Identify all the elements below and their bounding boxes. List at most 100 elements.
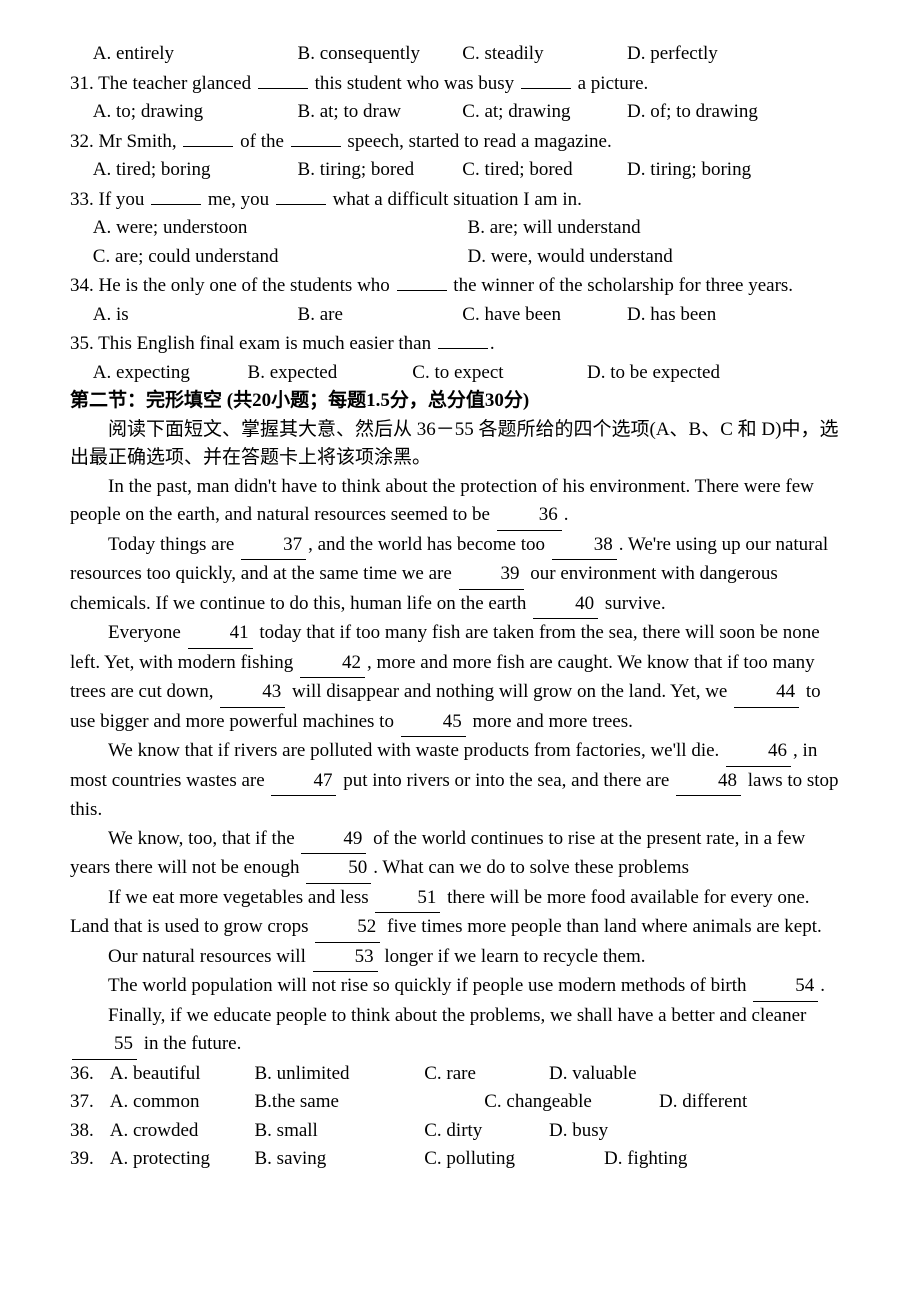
q35-opt-c[interactable]: C. to expect	[412, 359, 582, 388]
blank-55: 55	[72, 1030, 137, 1060]
c37-d[interactable]: D. different	[659, 1088, 747, 1117]
c39-row: 39. A. protecting B. saving C. polluting…	[70, 1145, 850, 1174]
q35-opt-d[interactable]: D. to be expected	[587, 362, 720, 383]
p7-a: Our natural resources will	[108, 946, 311, 967]
section2-title: 第二节：完形填空 (共20小题；每题1.5分，总分值30分)	[70, 387, 850, 416]
p1-a: In the past, man didn't have to think ab…	[70, 476, 814, 526]
q30-opt-b[interactable]: B. consequently	[298, 40, 458, 69]
p9-b: in the future.	[139, 1033, 241, 1054]
q31-opt-d[interactable]: D. of; to drawing	[627, 101, 758, 122]
blank-42: 42	[300, 649, 365, 679]
blank	[521, 69, 571, 89]
p6-a: If we eat more vegetables and less	[108, 887, 373, 908]
q31-opt-c[interactable]: C. at; drawing	[462, 98, 622, 127]
q35-opt-b[interactable]: B. expected	[248, 359, 408, 388]
blank-49: 49	[301, 825, 366, 855]
blank	[438, 329, 488, 349]
blank	[183, 127, 233, 147]
blank-48: 48	[676, 767, 741, 797]
q34-opt-b[interactable]: B. are	[298, 301, 458, 330]
p2-a: Today things are	[108, 534, 239, 555]
q34-stem: 34. He is the only one of the students w…	[70, 271, 850, 301]
q35-text-a: 35. This English final exam is much easi…	[70, 333, 436, 354]
q33-opt-d[interactable]: D. were, would understand	[468, 246, 673, 267]
c36-d[interactable]: D. valuable	[549, 1060, 637, 1089]
q32-opt-c[interactable]: C. tired; bored	[462, 156, 622, 185]
blank	[276, 185, 326, 205]
q31-options: A. to; drawing B. at; to draw C. at; dra…	[70, 98, 850, 127]
c36-b[interactable]: B. unlimited	[255, 1060, 420, 1089]
p5-a: We know, too, that if the	[108, 828, 299, 849]
q33-text-a: 33. If you	[70, 189, 149, 210]
cloze-p6: If we eat more vegetables and less 51 th…	[70, 884, 850, 943]
q30-opt-c[interactable]: C. steadily	[462, 40, 622, 69]
c39-d[interactable]: D. fighting	[604, 1145, 687, 1174]
blank-41: 41	[188, 619, 253, 649]
q33-opt-a[interactable]: A. were; understoon	[93, 214, 463, 243]
p3-a: Everyone	[108, 622, 186, 643]
p8-b: .	[820, 975, 825, 996]
q34-text-b: the winner of the scholarship for three …	[449, 275, 794, 296]
blank-52: 52	[315, 913, 380, 943]
blank-47: 47	[271, 767, 336, 797]
c39-b[interactable]: B. saving	[255, 1145, 420, 1174]
q31-opt-b[interactable]: B. at; to draw	[298, 98, 458, 127]
blank-53: 53	[313, 943, 378, 973]
c37-c[interactable]: C. changeable	[484, 1088, 654, 1117]
c38-a[interactable]: A. crowded	[110, 1117, 250, 1146]
c39-c[interactable]: C. polluting	[424, 1145, 599, 1174]
blank-44: 44	[734, 678, 799, 708]
p5-c: . What can we do to solve these problems	[373, 857, 689, 878]
p4-a: We know that if rivers are polluted with…	[108, 740, 724, 761]
q33-opt-c[interactable]: C. are; could understand	[93, 243, 463, 272]
p9-a: Finally, if we educate people to think a…	[108, 1005, 806, 1026]
blank-43: 43	[220, 678, 285, 708]
q34-opt-d[interactable]: D. has been	[627, 304, 716, 325]
q32-text-b: of the	[235, 131, 288, 152]
q30-opt-a[interactable]: A. entirely	[93, 40, 293, 69]
c37-b[interactable]: B.the same	[255, 1088, 480, 1117]
blank-39: 39	[459, 560, 524, 590]
cloze-p1: In the past, man didn't have to think ab…	[70, 473, 850, 531]
cloze-p4: We know that if rivers are polluted with…	[70, 737, 850, 825]
q32-stem: 32. Mr Smith, of the speech, started to …	[70, 127, 850, 157]
q34-opt-a[interactable]: A. is	[93, 301, 293, 330]
q32-opt-d[interactable]: D. tiring; boring	[627, 159, 751, 180]
c39-a[interactable]: A. protecting	[110, 1145, 250, 1174]
p8-a: The world population will not rise so qu…	[108, 975, 751, 996]
cloze-p7: Our natural resources will 53 longer if …	[70, 943, 850, 973]
q32-text-c: speech, started to read a magazine.	[343, 131, 612, 152]
q32-opt-b[interactable]: B. tiring; bored	[298, 156, 458, 185]
p3-f: more and more trees.	[468, 711, 633, 732]
blank-50: 50	[306, 854, 371, 884]
q32-opt-a[interactable]: A. tired; boring	[93, 156, 293, 185]
q33-text-b: me, you	[203, 189, 274, 210]
c37-row: 37. A. common B.the same C. changeable D…	[70, 1088, 850, 1117]
c36-num: 36.	[70, 1060, 105, 1089]
c36-c[interactable]: C. rare	[424, 1060, 544, 1089]
blank	[397, 271, 447, 291]
c38-d[interactable]: D. busy	[549, 1117, 608, 1146]
blank	[291, 127, 341, 147]
section2-instructions: 阅读下面短文、掌握其大意、然后从 36－55 各题所给的四个选项(A、B、C 和…	[70, 416, 850, 473]
p6-c: five times more people than land where a…	[382, 916, 821, 937]
c38-b[interactable]: B. small	[255, 1117, 420, 1146]
q34-opt-c[interactable]: C. have been	[462, 301, 622, 330]
q35-opt-a[interactable]: A. expecting	[93, 359, 243, 388]
q33-opt-b[interactable]: B. are; will understand	[468, 217, 641, 238]
q30-options: A. entirely B. consequently C. steadily …	[70, 40, 850, 69]
blank-40: 40	[533, 590, 598, 620]
q31-text-a: 31. The teacher glanced	[70, 73, 256, 94]
q33-stem: 33. If you me, you what a difficult situ…	[70, 185, 850, 215]
blank-38: 38	[552, 531, 617, 561]
c36-a[interactable]: A. beautiful	[110, 1060, 250, 1089]
q30-opt-d[interactable]: D. perfectly	[627, 43, 718, 64]
cloze-p9: Finally, if we educate people to think a…	[70, 1002, 850, 1060]
q31-stem: 31. The teacher glanced this student who…	[70, 69, 850, 99]
c37-a[interactable]: A. common	[110, 1088, 250, 1117]
q31-opt-a[interactable]: A. to; drawing	[93, 98, 293, 127]
q35-options: A. expecting B. expected C. to expect D.…	[70, 359, 850, 388]
cloze-p2: Today things are 37 , and the world has …	[70, 531, 850, 620]
p3-d: will disappear and nothing will grow on …	[287, 681, 732, 702]
c38-c[interactable]: C. dirty	[424, 1117, 544, 1146]
